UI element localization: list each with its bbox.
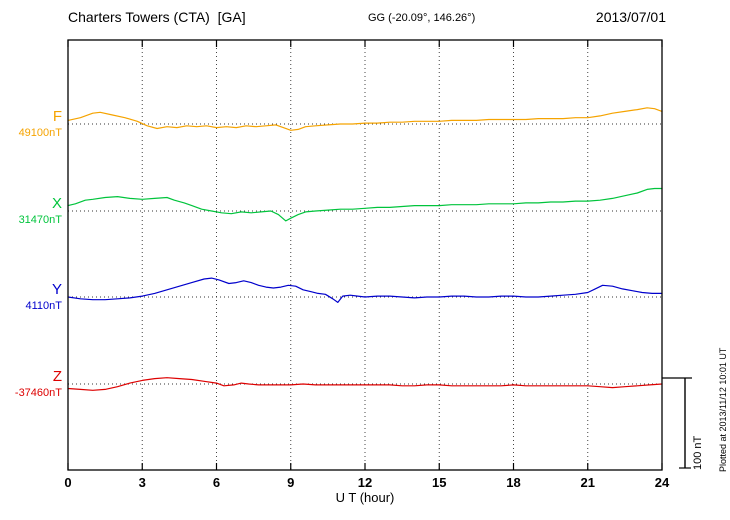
trace-baseline-value-F: 49100nT bbox=[18, 127, 62, 139]
trace-F bbox=[67, 107, 663, 131]
station-title: Charters Towers (CTA) [GA] bbox=[68, 9, 246, 25]
trace-Z bbox=[67, 377, 663, 391]
x-tick-label: 0 bbox=[64, 475, 71, 490]
trace-label-F: F bbox=[0, 108, 62, 126]
x-tick-label: 3 bbox=[139, 475, 146, 490]
trace-baseline-value-Y: 4110nT bbox=[25, 300, 63, 312]
trace-baseline-value-X: 31470nT bbox=[18, 214, 62, 226]
trace-Y bbox=[67, 277, 663, 303]
x-tick-label: 24 bbox=[655, 475, 670, 490]
x-tick-label: 6 bbox=[213, 475, 220, 490]
trace-letter-X: X bbox=[51, 195, 62, 212]
trace-label-Y: Y bbox=[0, 281, 62, 299]
trace-label-Z: Z bbox=[0, 368, 62, 386]
x-tick-label: 12 bbox=[358, 475, 372, 490]
geographic-coordinates: GG (-20.09°, 146.26°) bbox=[368, 12, 476, 24]
plot-date: 2013/07/01 bbox=[595, 9, 666, 25]
trace-X bbox=[67, 187, 663, 222]
trace-baseline-value-Z: -37460nT bbox=[14, 387, 62, 399]
x-axis-label: U T (hour) bbox=[335, 490, 395, 505]
x-tick-label: 21 bbox=[581, 475, 595, 490]
trace-letter-Z: Z bbox=[52, 368, 62, 385]
x-tick-label: 18 bbox=[506, 475, 520, 490]
trace-letter-F: F bbox=[52, 108, 62, 125]
scale-bar-label: 100 nT bbox=[692, 435, 704, 470]
trace-label-X: X bbox=[0, 195, 62, 213]
x-tick-label: 9 bbox=[287, 475, 294, 490]
plotted-timestamp-note: Plotted at 2013/11/12 10:01 UT bbox=[718, 347, 728, 472]
x-tick-label: 15 bbox=[432, 475, 446, 490]
trace-letter-Y: Y bbox=[51, 281, 62, 298]
